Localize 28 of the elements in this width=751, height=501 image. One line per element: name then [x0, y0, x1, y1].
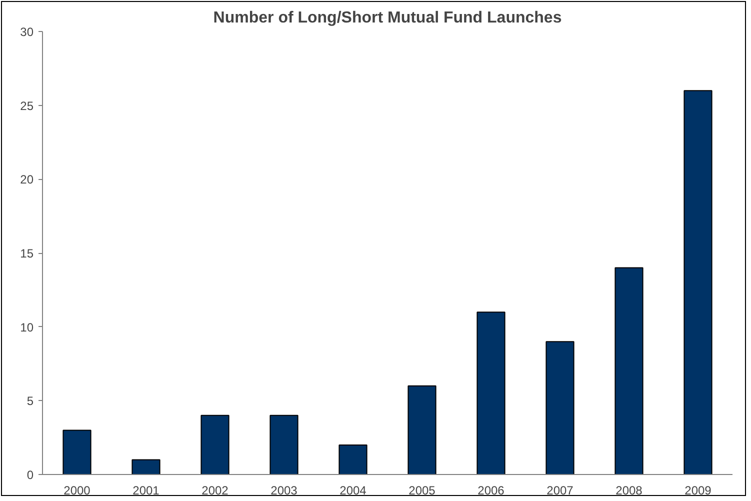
bar [614, 267, 644, 474]
bar [200, 414, 230, 474]
x-tick-label: 2003 [270, 484, 298, 498]
x-tick-label: 2001 [132, 484, 160, 498]
x-tick-label: 2007 [546, 484, 574, 498]
y-tick-label: 5 [26, 394, 34, 408]
chart-title: Number of Long/Short Mutual Fund Launches [213, 10, 562, 26]
y-tick-label: 25 [20, 98, 34, 113]
bar [408, 385, 436, 474]
x-tick-label: 2009 [684, 484, 712, 498]
bar [132, 459, 160, 474]
bar [476, 312, 506, 474]
bar [338, 444, 368, 474]
y-tick-label: 0 [26, 468, 34, 482]
bar [546, 341, 574, 474]
y-tick-label: 20 [20, 172, 34, 187]
bar [684, 90, 712, 474]
y-tick-label: 10 [20, 320, 34, 334]
y-tick-label: 30 [20, 25, 34, 39]
bar [270, 414, 298, 474]
bar [62, 430, 92, 474]
x-tick-label: 2004 [340, 484, 367, 498]
y-tick-label: 15 [20, 246, 34, 260]
x-tick-label: 2008 [616, 484, 643, 498]
x-tick-label: 2005 [408, 484, 436, 498]
x-tick-label: 2006 [478, 484, 505, 498]
x-tick-label: 2000 [64, 484, 91, 498]
x-tick-label: 2002 [202, 484, 229, 498]
